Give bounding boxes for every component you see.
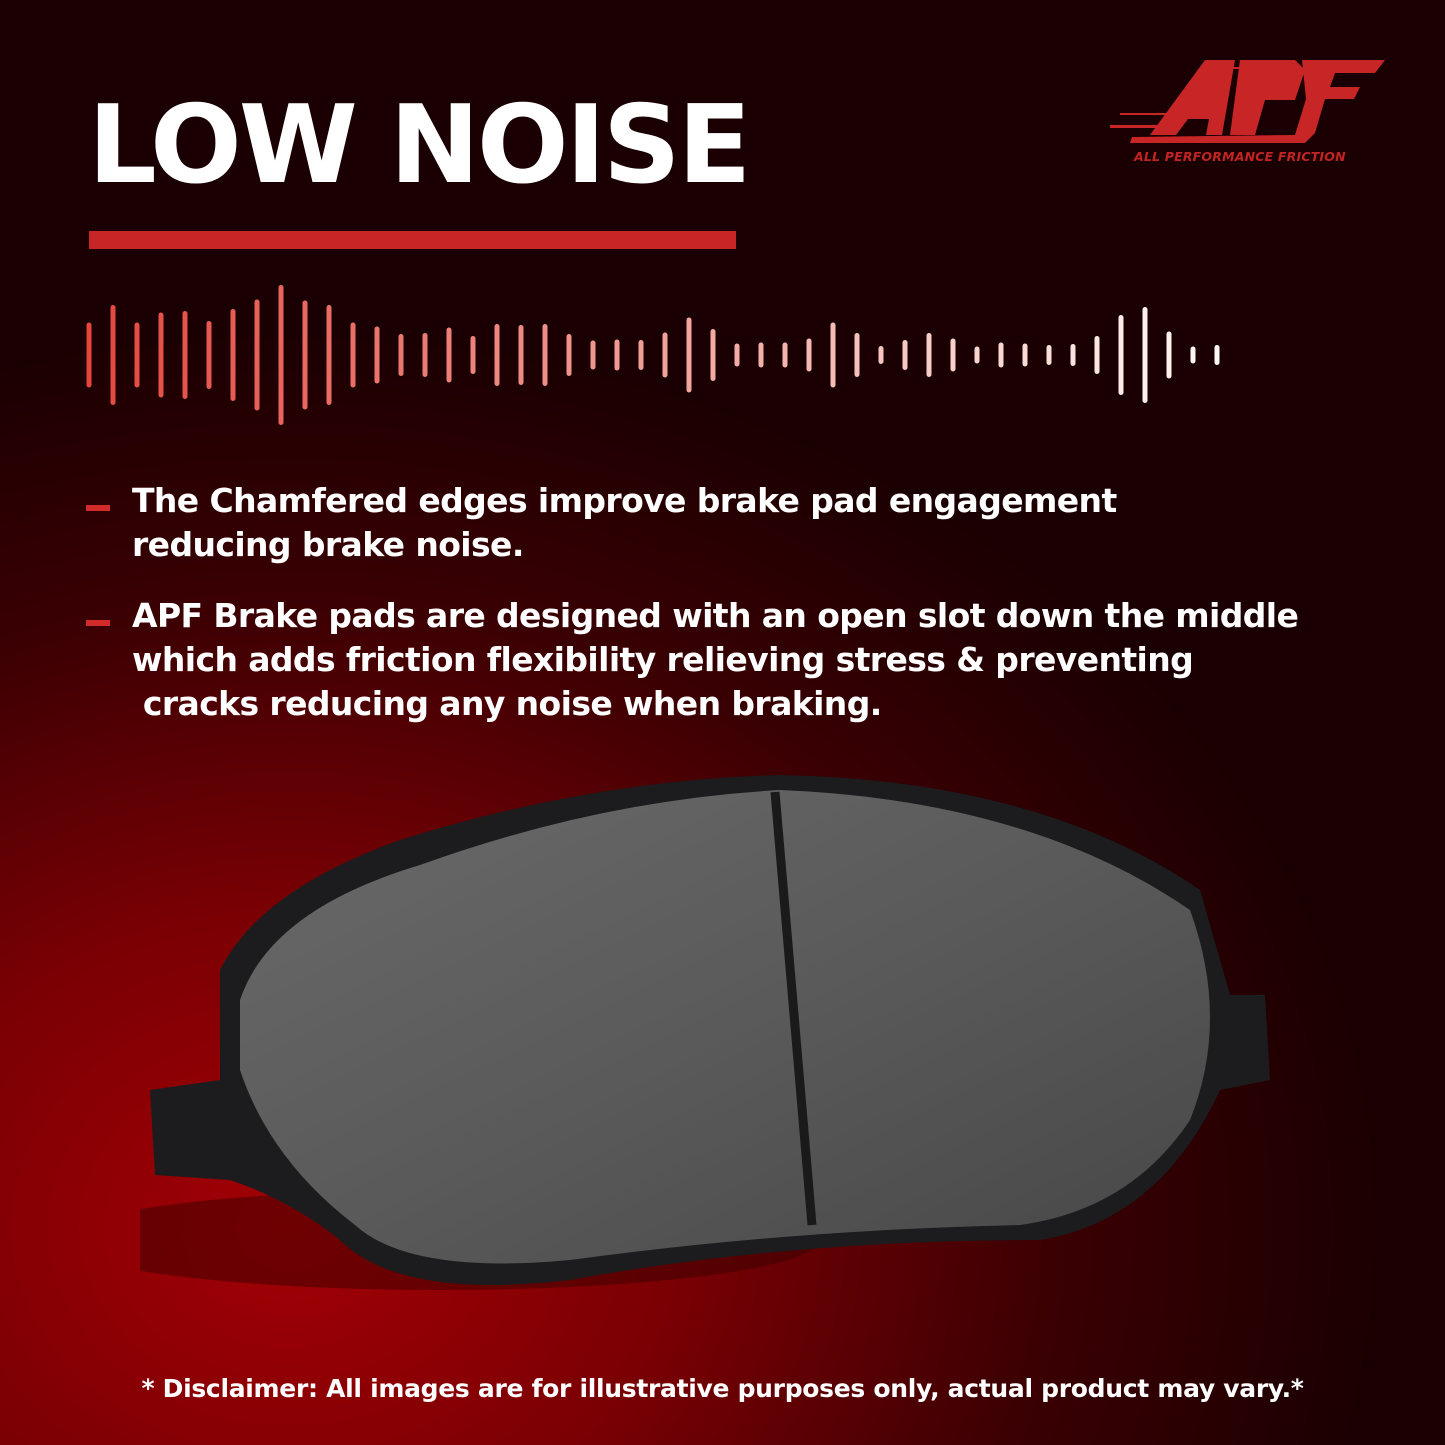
bullet-text: The Chamfered edges improve brake pad en… <box>132 481 1117 564</box>
title-underline <box>89 231 736 249</box>
sound-waveform <box>86 285 1220 425</box>
bullet-text: APF Brake pads are designed with an open… <box>132 596 1299 723</box>
logo-tagline: ALL PERFORMANCE FRICTION <box>1134 149 1346 164</box>
brake-pad-image <box>140 775 1270 1290</box>
bullet-dash-icon <box>86 620 110 626</box>
page-title: LOW NOISE <box>88 83 751 208</box>
disclaimer: * Disclaimer: All images are for illustr… <box>141 1374 1304 1403</box>
apf-logo <box>1110 60 1385 143</box>
bullet-dash-icon <box>86 505 110 511</box>
